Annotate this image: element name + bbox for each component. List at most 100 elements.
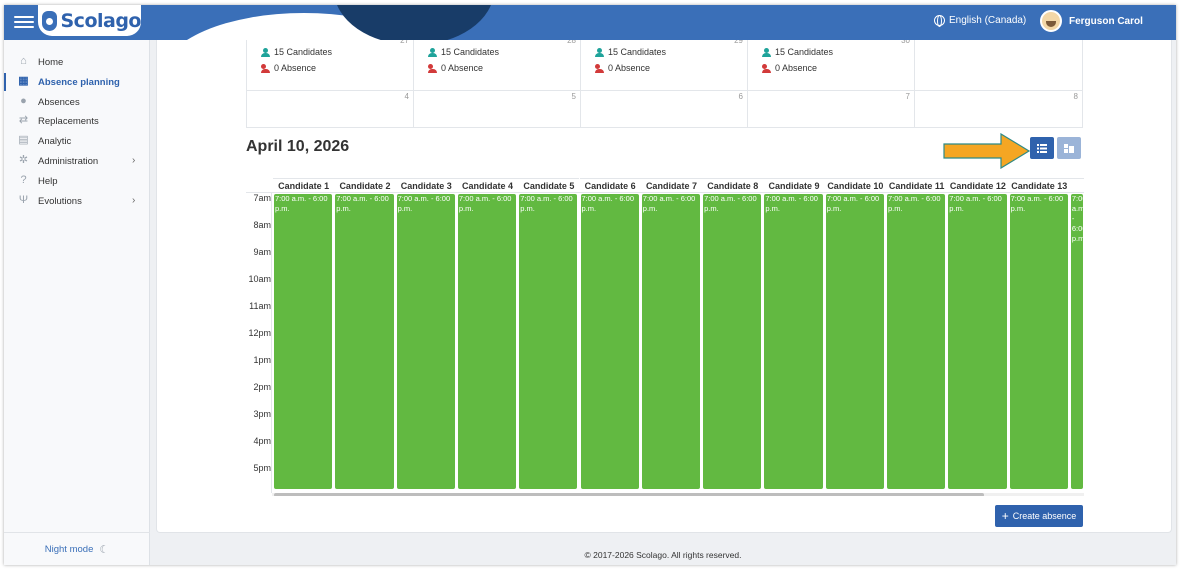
candidate-column-header: Candidate 12 xyxy=(947,178,1008,193)
person-icon xyxy=(762,48,771,57)
home-icon: ⌂ xyxy=(18,56,29,67)
sidebar-item-analytic[interactable]: ▤ Analytic xyxy=(4,132,150,150)
person-icon xyxy=(428,48,437,57)
grid-view-icon xyxy=(1064,144,1074,153)
language-selector[interactable]: English (Canada) xyxy=(934,15,1026,26)
main-content: 27 15 Candidates 0 Absence 28 15 Candida… xyxy=(156,40,1172,533)
calendar-day-cell[interactable]: 6 xyxy=(581,91,748,128)
replacements-icon: ⇄ xyxy=(18,115,29,126)
gear-icon: ✲ xyxy=(18,155,29,166)
candidate-column-header: Candidate 9 xyxy=(763,178,824,193)
sidebar-item-absence-planning[interactable]: ▦ Absence planning xyxy=(4,73,150,91)
language-label: English (Canada) xyxy=(949,15,1026,26)
day-number: 28 xyxy=(567,40,576,45)
candidate-column-header: Candidate 10 xyxy=(825,178,886,193)
night-mode-toggle[interactable]: Night mode ☾ xyxy=(4,532,150,565)
calendar-day-cell[interactable]: 5 xyxy=(414,91,581,128)
create-absence-label: Create absence xyxy=(1013,511,1077,521)
availability-event[interactable]: 7:00 a.m. - 6:00 p.m. xyxy=(397,194,455,489)
user-menu[interactable]: Ferguson Carol xyxy=(1040,10,1143,32)
sidebar-item-home[interactable]: ⌂ Home xyxy=(4,53,150,71)
sprout-icon: Ψ xyxy=(18,195,29,206)
availability-event[interactable]: 7:00 a.m. - 6:00 p.m. xyxy=(703,194,761,489)
day-schedule: Candidate 1 Candidate 2 Candidate 3 Candida… xyxy=(246,173,1084,496)
absence-count: 0 Absence xyxy=(428,63,483,73)
availability-event[interactable]: 7:00 a.m. - 6:00 p.m. xyxy=(519,194,577,489)
day-number: 8 xyxy=(1074,92,1078,101)
grid-view-button[interactable] xyxy=(1057,137,1081,159)
day-number: 27 xyxy=(400,40,409,45)
sidebar-item-label: Home xyxy=(38,57,63,68)
candidates-count: 15 Candidates xyxy=(261,47,332,57)
sidebar-item-replacements[interactable]: ⇄ Replacements xyxy=(4,112,150,130)
availability-event[interactable]: 7:00 a.m. - 6:00 p.m. xyxy=(581,194,639,489)
candidate-header-row: Candidate 1 Candidate 2 Candidate 3 Candida… xyxy=(246,178,1084,193)
sidebar-item-label: Absence planning xyxy=(38,77,120,88)
person-icon xyxy=(595,48,604,57)
logo[interactable]: Scolago xyxy=(38,5,141,36)
absence-icon xyxy=(595,64,604,73)
sidebar-item-help[interactable]: ? Help xyxy=(4,172,150,190)
sidebar-item-label: Absences xyxy=(38,97,80,108)
absence-icon xyxy=(261,64,270,73)
availability-event[interactable]: 7:00 a.m. - 6:00 p.m. xyxy=(458,194,516,489)
hour-label: 4pm xyxy=(246,436,271,446)
chevron-right-icon: › xyxy=(132,155,135,166)
availability-event[interactable]: 7:00 a.m. - 6:00 p.m. xyxy=(1071,194,1083,489)
availability-event[interactable]: 7:00 a.m. - 6:00 p.m. xyxy=(826,194,884,489)
avatar xyxy=(1040,10,1062,32)
candidate-column-header: Candidate 3 xyxy=(396,178,457,193)
calendar-day-cell[interactable]: 8 xyxy=(915,91,1083,128)
calendar-day-cell[interactable]: 7 xyxy=(748,91,915,128)
candidate-column-header: Candidate 4 xyxy=(457,178,518,193)
plus-icon: + xyxy=(1002,509,1009,523)
absence-count: 0 Absence xyxy=(261,63,316,73)
day-number: 6 xyxy=(739,92,743,101)
sidebar-item-absences[interactable]: ● Absences xyxy=(4,93,150,111)
owl-logo-icon xyxy=(42,11,57,31)
calendar-day-cell[interactable]: 27 15 Candidates 0 Absence xyxy=(247,40,414,91)
sidebar-item-evolutions[interactable]: Ψ Evolutions › xyxy=(4,192,150,210)
calendar-day-cell[interactable]: 28 15 Candidates 0 Absence xyxy=(414,40,581,91)
calendar-day-cell[interactable] xyxy=(915,40,1083,91)
calendar-day-cell[interactable]: 29 15 Candidates 0 Absence xyxy=(581,40,748,91)
hour-label: 2pm xyxy=(246,382,271,392)
person-icon xyxy=(261,48,270,57)
calendar-day-cell[interactable]: 30 15 Candidates 0 Absence xyxy=(748,40,915,91)
availability-event[interactable]: 7:00 a.m. - 6:00 p.m. xyxy=(642,194,700,489)
menu-icon[interactable] xyxy=(14,13,34,31)
availability-event[interactable]: 7:00 a.m. - 6:00 p.m. xyxy=(887,194,945,489)
day-number: 30 xyxy=(901,40,910,45)
availability-event[interactable]: 7:00 a.m. - 6:00 p.m. xyxy=(335,194,393,489)
availability-event[interactable]: 7:00 a.m. - 6:00 p.m. xyxy=(1010,194,1068,489)
absence-count: 0 Absence xyxy=(595,63,650,73)
scrollbar-thumb[interactable] xyxy=(274,493,984,496)
footer: © 2017-2026 Scolago. All rights reserved… xyxy=(150,550,1176,560)
list-view-icon xyxy=(1037,144,1047,153)
calendar-day-cell[interactable]: 4 xyxy=(247,91,414,128)
candidate-column-header: Candidate 2 xyxy=(334,178,395,193)
candidates-count: 15 Candidates xyxy=(428,47,499,57)
analytic-icon: ▤ xyxy=(18,135,29,146)
day-number: 5 xyxy=(572,92,576,101)
availability-event[interactable]: 7:00 a.m. - 6:00 p.m. xyxy=(948,194,1006,489)
candidate-column-header: Candidate 13 xyxy=(1009,178,1070,193)
sidebar-item-label: Replacements xyxy=(38,116,99,127)
create-absence-button[interactable]: + Create absence xyxy=(995,505,1083,527)
hour-label: 8am xyxy=(246,220,271,230)
hour-label: 3pm xyxy=(246,409,271,419)
sidebar: ⌂ Home ▦ Absence planning ● Absences ⇄ R… xyxy=(4,40,150,565)
hour-label: 1pm xyxy=(246,355,271,365)
candidate-column-header: Candidate 8 xyxy=(702,178,763,193)
sidebar-item-label: Analytic xyxy=(38,136,71,147)
sidebar-item-label: Evolutions xyxy=(38,196,82,207)
sidebar-item-label: Administration xyxy=(38,156,98,167)
sidebar-item-administration[interactable]: ✲ Administration › xyxy=(4,152,150,170)
list-view-button[interactable] xyxy=(1030,137,1054,159)
month-calendar: 27 15 Candidates 0 Absence 28 15 Candida… xyxy=(246,40,1084,128)
availability-event[interactable]: 7:00 a.m. - 6:00 p.m. xyxy=(764,194,822,489)
absence-icon xyxy=(762,64,771,73)
hour-label: 11am xyxy=(246,301,271,311)
absence-count: 0 Absence xyxy=(762,63,817,73)
availability-event[interactable]: 7:00 a.m. - 6:00 p.m. xyxy=(274,194,332,489)
